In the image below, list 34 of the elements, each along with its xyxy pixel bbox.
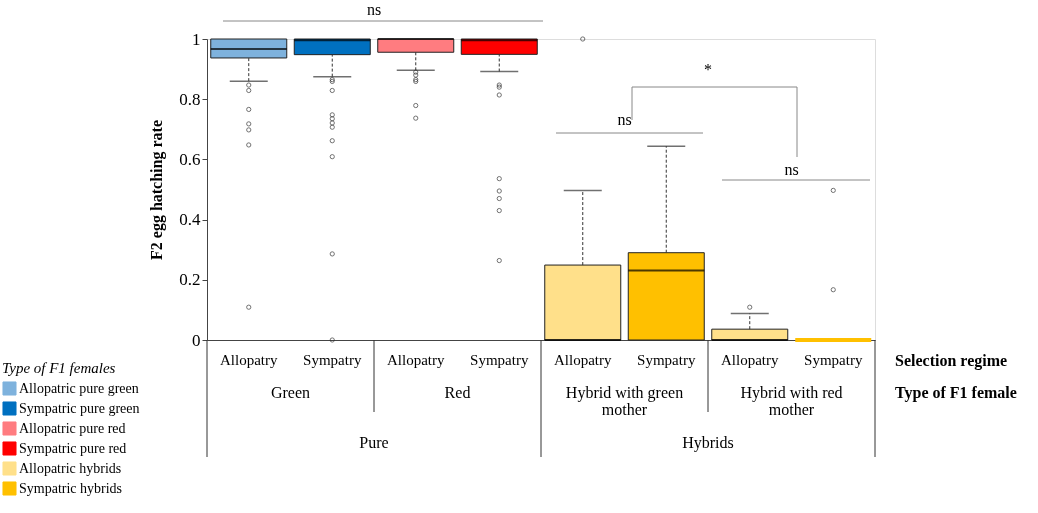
- x-tick-label: Allopatry: [554, 351, 612, 368]
- annotation: ns: [617, 111, 632, 128]
- x-tick-label: Sympatry: [637, 351, 696, 368]
- x-tick-label: Allopatry: [220, 351, 278, 368]
- y-tick-label: 0.4: [179, 210, 201, 230]
- text: Hybrid with green mother: [565, 384, 684, 418]
- legend-label: Allopatric pure red: [19, 420, 126, 436]
- text: ns: [366, 1, 382, 18]
- y-axis-title: F2 egg hatching rate: [148, 120, 167, 260]
- annotation: *: [704, 61, 712, 78]
- legend-label: Sympatric pure green: [19, 400, 140, 416]
- text: Green: [270, 384, 311, 401]
- legend-label: Allopatric hybrids: [19, 460, 122, 476]
- text: Red: [444, 384, 471, 401]
- legend-label: Sympatric pure red: [19, 440, 127, 456]
- y-tick-label: 1: [192, 29, 201, 49]
- text: Hybrids: [682, 434, 734, 452]
- x-tick-label: Sympatry: [303, 351, 362, 368]
- text: Pure: [359, 434, 389, 451]
- legend-title: Type of F1 females: [2, 360, 116, 376]
- text: Type of F1 female: [895, 384, 1017, 402]
- y-tick-label: 0.6: [179, 149, 201, 169]
- y-tick-label: 0: [192, 330, 201, 350]
- x-tick-label: Allopatry: [721, 351, 779, 368]
- legend-label: Sympatric hybrids: [19, 480, 123, 496]
- annotation: ns: [784, 161, 799, 178]
- text: Selection regime: [895, 352, 1008, 370]
- legend-label: Allopatric pure green: [19, 380, 139, 396]
- x-tick-label: Sympatry: [804, 351, 863, 368]
- x-tick-label: Sympatry: [470, 351, 529, 368]
- y-tick-label: 0.8: [179, 89, 201, 109]
- y-tick-label: 0.2: [179, 270, 201, 290]
- x-tick-label: Allopatry: [387, 351, 445, 368]
- text: Hybrid with red mother: [740, 384, 843, 418]
